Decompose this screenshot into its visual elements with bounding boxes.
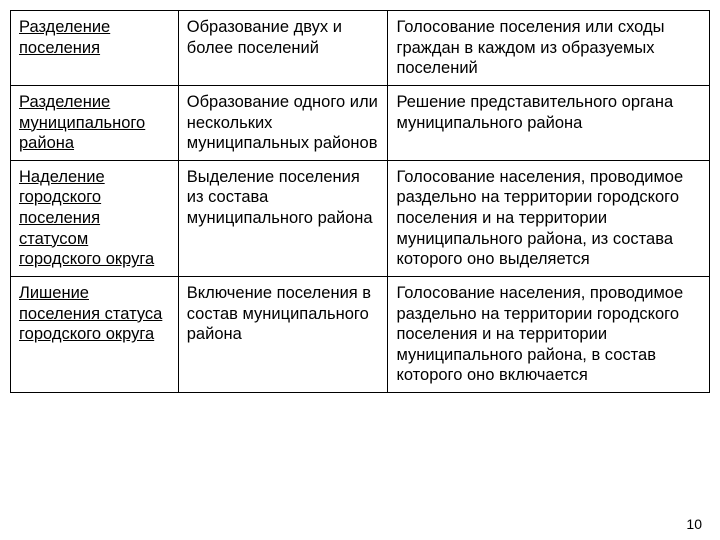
cell-procedure: Голосование населения, проводимое раздел… bbox=[388, 276, 710, 392]
cell-procedure: Решение представительного органа муницип… bbox=[388, 85, 710, 160]
cell-type: Лишение поселения статуса городского окр… bbox=[11, 276, 179, 392]
cell-text: Лишение поселения статуса городского окр… bbox=[19, 284, 162, 343]
cell-type: Наделение городского поселения статусом … bbox=[11, 160, 179, 276]
cell-procedure: Голосование поселения или сходы граждан … bbox=[388, 11, 710, 86]
cell-text: Разделение муниципального района bbox=[19, 93, 145, 152]
cell-text: Решение представительного органа муницип… bbox=[396, 93, 673, 132]
table-row: Наделение городского поселения статусом … bbox=[11, 160, 710, 276]
cell-type: Разделение поселения bbox=[11, 11, 179, 86]
cell-result: Образование двух и более поселений bbox=[178, 11, 388, 86]
cell-text: Голосование населения, проводимое раздел… bbox=[396, 284, 683, 385]
page-number: 10 bbox=[686, 516, 702, 532]
table-row: Разделение поселения Образование двух и … bbox=[11, 11, 710, 86]
table-row: Разделение муниципального района Образов… bbox=[11, 85, 710, 160]
cell-result: Образование одного или нескольких муници… bbox=[178, 85, 388, 160]
cell-text: Выделение поселения из состава муниципал… bbox=[187, 168, 373, 227]
cell-text: Голосование населения, проводимое раздел… bbox=[396, 168, 683, 269]
cell-result: Включение поселения в состав муниципальн… bbox=[178, 276, 388, 392]
cell-text: Включение поселения в состав муниципальн… bbox=[187, 284, 371, 343]
cell-result: Выделение поселения из состава муниципал… bbox=[178, 160, 388, 276]
cell-text: Голосование поселения или сходы граждан … bbox=[396, 18, 664, 77]
cell-text: Образование одного или нескольких муници… bbox=[187, 93, 378, 152]
cell-text: Наделение городского поселения статусом … bbox=[19, 168, 154, 269]
cell-text: Разделение поселения bbox=[19, 18, 110, 57]
cell-procedure: Голосование населения, проводимое раздел… bbox=[388, 160, 710, 276]
main-table: Разделение поселения Образование двух и … bbox=[10, 10, 710, 393]
cell-type: Разделение муниципального района bbox=[11, 85, 179, 160]
cell-text: Образование двух и более поселений bbox=[187, 18, 342, 57]
table-row: Лишение поселения статуса городского окр… bbox=[11, 276, 710, 392]
